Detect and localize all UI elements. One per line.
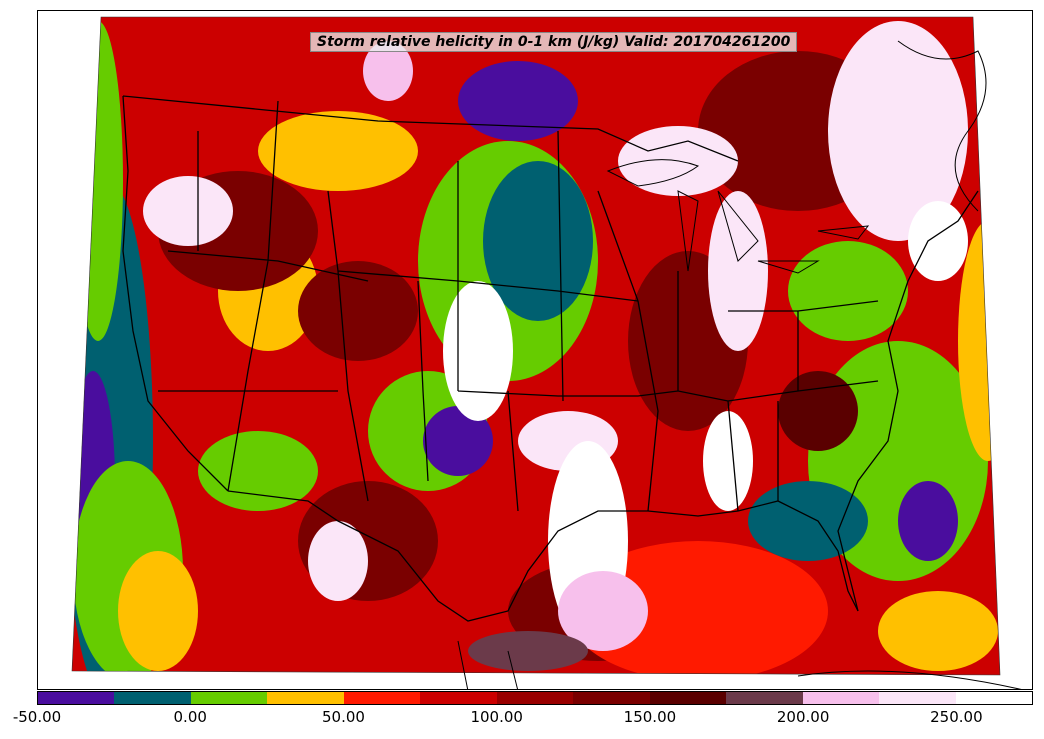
- colorbar-tick-label: 250.00: [930, 708, 983, 726]
- colorbar-tick-label: -50.00: [12, 708, 62, 726]
- colorbar-swatch: [114, 692, 191, 704]
- map-title: Storm relative helicity in 0-1 km (J/kg)…: [310, 32, 798, 52]
- state-boundaries: [122, 95, 979, 622]
- colorbar-swatch: [879, 692, 956, 704]
- colorbar-swatch: [573, 692, 650, 704]
- colorbar-swatch: [343, 692, 421, 704]
- colorbar-swatch: [267, 692, 344, 704]
- great-lakes: [606, 159, 870, 274]
- colorbar: [37, 691, 1033, 705]
- colorbar-tick-label: 200.00: [776, 708, 830, 726]
- colorbar-tick-label: 50.00: [321, 708, 365, 726]
- coastlines: [457, 40, 1022, 689]
- colorbar-swatch: [649, 692, 727, 704]
- colorbar-tick-label: 100.00: [470, 708, 523, 726]
- colorbar-tick-labels: -50.00 0.00 50.00 100.00 150.00 200.00 250.00: [0, 708, 1044, 732]
- colorbar-tick-label: 0.00: [173, 708, 207, 726]
- colorbar-swatch: [955, 692, 1033, 704]
- colorbar-swatch: [802, 692, 880, 704]
- helicity-field: [72, 17, 1000, 675]
- helicity-map: [71, 16, 1022, 689]
- colorbar-swatch: [190, 692, 268, 704]
- colorbar-swatch: [38, 692, 115, 704]
- colorbar-tick-label: 150.00: [623, 708, 677, 726]
- colorbar-swatch: [726, 692, 803, 704]
- map-panel: Storm relative helicity in 0-1 km (J/kg)…: [37, 10, 1033, 690]
- colorbar-swatch: [496, 692, 574, 704]
- colorbar-swatch: [420, 692, 497, 704]
